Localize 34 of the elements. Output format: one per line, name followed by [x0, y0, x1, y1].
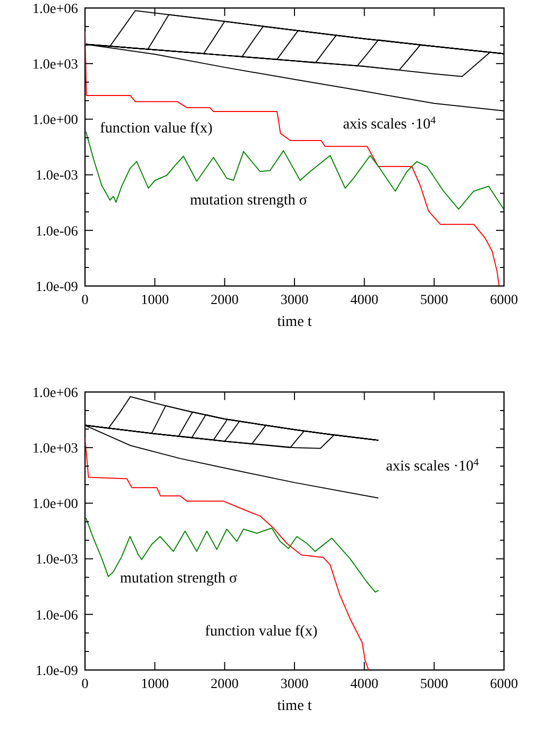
y-tick-label: 1.0e-09 — [36, 664, 78, 679]
x-tick-label: 0 — [82, 677, 88, 692]
annotation: function value f(x) — [100, 120, 212, 136]
y-tick-label: 1.0e+06 — [32, 386, 78, 401]
annotation: function value f(x) — [205, 623, 318, 640]
x-tick-label: 1000 — [140, 293, 169, 308]
x-tick-label: 2000 — [210, 293, 239, 308]
x-axis-title: time t — [277, 314, 313, 330]
x-tick-label: 6000 — [490, 293, 518, 308]
x-tick-label: 4000 — [350, 293, 378, 308]
y-tick-label: 1.0e-09 — [36, 280, 78, 295]
annotation: axis scales ·10$^{4}$ — [386, 456, 480, 474]
x-tick-label: 3000 — [280, 677, 308, 692]
y-tick-label: 1.0e+00 — [32, 113, 78, 128]
x-tick-label: 6000 — [490, 677, 518, 692]
x-tick-label: 5000 — [420, 293, 448, 308]
x-tick-label: 2000 — [210, 677, 239, 692]
x-tick-label: 1000 — [140, 677, 169, 692]
annotation: mutation strength σ — [190, 192, 308, 208]
y-tick-label: 1.0e+06 — [32, 2, 78, 17]
y-tick-label: 1.0e-06 — [36, 224, 78, 240]
y-tick-label: 1.0e+03 — [32, 58, 78, 72]
y-tick-label: 1.0e-03 — [36, 552, 78, 568]
y-tick-label: 1.0e-06 — [36, 608, 78, 624]
y-tick-label: 1.0e-03 — [36, 168, 78, 184]
x-tick-label: 0 — [82, 293, 88, 308]
x-tick-label: 3000 — [280, 293, 308, 308]
annotation: mutation strength σ — [120, 570, 238, 586]
y-tick-label: 1.0e+03 — [32, 442, 78, 456]
x-tick-label: 5000 — [420, 677, 448, 692]
y-tick-label: 1.0e+00 — [32, 497, 78, 512]
x-tick-label: 4000 — [350, 677, 378, 692]
annotation: axis scales ·10$^{4}$ — [343, 114, 436, 132]
x-axis-title: time t — [277, 698, 313, 714]
